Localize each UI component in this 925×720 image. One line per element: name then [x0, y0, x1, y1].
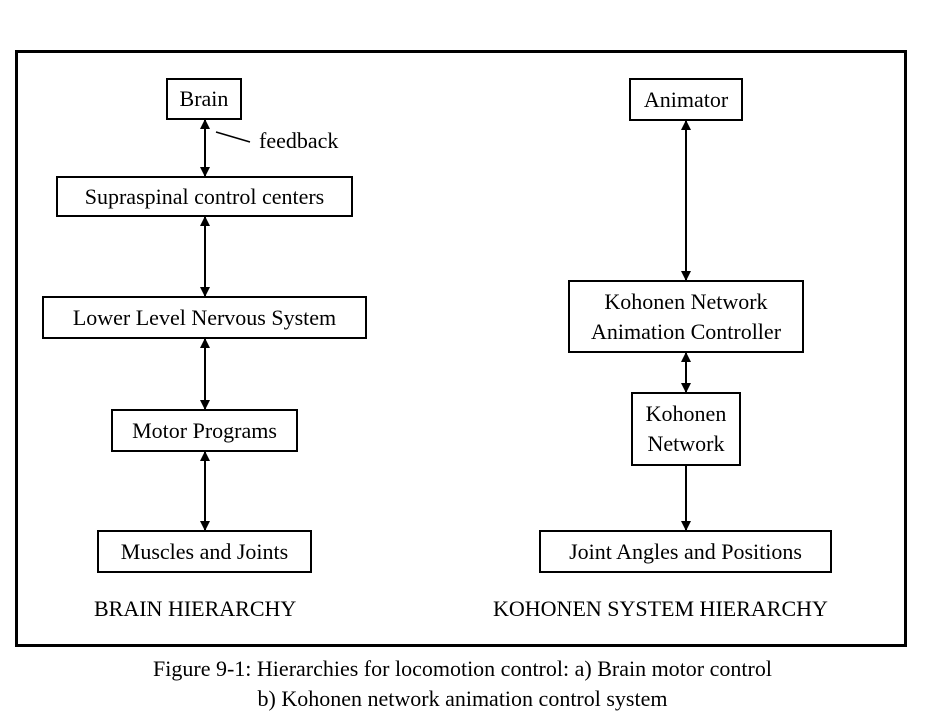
supraspinal-box: Supraspinal control centers [56, 176, 353, 217]
feedback-pointer [215, 131, 251, 143]
motor-programs-label: Motor Programs [132, 417, 277, 443]
joint-angles-box: Joint Angles and Positions [539, 530, 832, 573]
controller-box: Kohonen Network Animation Controller [568, 280, 804, 353]
network-line2: Network [647, 431, 725, 456]
joint-angles-label: Joint Angles and Positions [569, 538, 802, 564]
muscles-label: Muscles and Joints [120, 538, 289, 564]
controller-line2: Animation Controller [590, 318, 782, 344]
kohonen-network-box: Kohonen Network [631, 392, 741, 466]
brain-box: Brain [166, 78, 242, 120]
figure-caption-line2: b) Kohonen network animation control sys… [257, 686, 668, 711]
kohonen-hierarchy-title: KOHONEN SYSTEM HIERARCHY [493, 596, 828, 621]
controller-line1: Kohonen Network [604, 288, 768, 314]
animator-label: Animator [643, 86, 729, 112]
muscles-box: Muscles and Joints [97, 530, 312, 573]
brain-label: Brain [179, 86, 229, 111]
figure-caption-line1: Figure 9-1: Hierarchies for locomotion c… [153, 656, 772, 681]
network-line1: Kohonen [645, 401, 727, 426]
supraspinal-label: Supraspinal control centers [84, 183, 325, 209]
feedback-label: feedback [259, 128, 339, 153]
figure-frame [15, 50, 907, 647]
motor-programs-box: Motor Programs [111, 409, 298, 452]
brain-hierarchy-title: BRAIN HIERARCHY [94, 596, 297, 621]
lower-level-box: Lower Level Nervous System [42, 296, 367, 339]
lower-level-label: Lower Level Nervous System [72, 304, 337, 330]
animator-box: Animator [629, 78, 743, 121]
